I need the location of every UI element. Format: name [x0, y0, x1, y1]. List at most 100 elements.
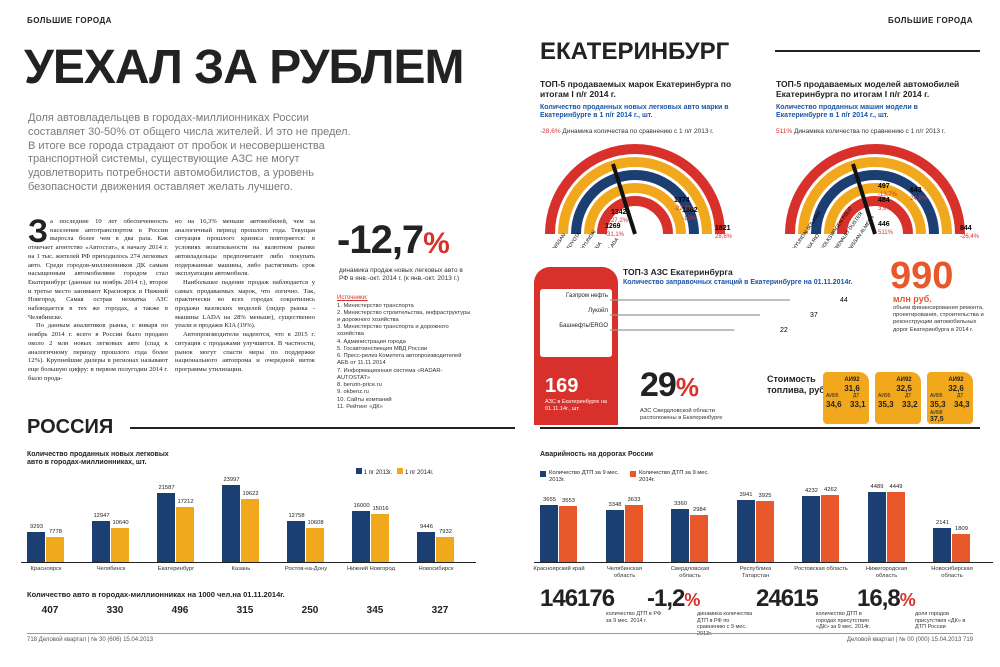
russia-kpi-caption: количество ДТП в РФ за 9 мес. 2014 г.: [606, 611, 662, 624]
per1000-value: 327: [431, 605, 449, 616]
azs-subtitle: Количество заправочных станций в Екатери…: [623, 279, 853, 286]
arc-pct: 24,9%: [910, 196, 928, 202]
bar-value: 3941: [739, 492, 753, 499]
arc-value: 1269: [605, 223, 621, 230]
bar-value: 21587: [158, 484, 175, 491]
bar-value: 3633: [627, 497, 641, 504]
bar-value: 2984: [693, 507, 706, 514]
category-label: Казань: [231, 566, 251, 572]
bar-value: 7932: [439, 528, 452, 535]
bar-2014: [306, 528, 324, 562]
source-item: 11. Рейтинг «ДК»: [337, 403, 383, 410]
bar-2014: [690, 515, 708, 562]
article-text-1b: По данным аналитиков рынка, с января по …: [28, 322, 168, 382]
russia-kpi-value: -1,2%: [647, 585, 700, 613]
bar-value: 17212: [177, 498, 194, 505]
sources-title: Источники:: [337, 295, 368, 301]
fuel-price-left: 35,3: [930, 400, 946, 409]
footer-rule: [27, 633, 973, 634]
russia-title: РОССИЯ: [27, 416, 114, 438]
bar-2013: [867, 491, 886, 562]
bar-2013: [671, 509, 689, 562]
arc-0: [785, 144, 965, 235]
arc-1: [798, 157, 952, 235]
arc-pct: 511%: [878, 230, 894, 236]
source-item: 6. Пресс-релиз Комитета автопроизводител…: [337, 353, 462, 367]
arc-value: 643: [910, 187, 922, 194]
bar-value: 10608: [307, 520, 324, 527]
bar-2013: [287, 521, 305, 562]
arc-2: [811, 170, 939, 235]
russia-rule-right: [540, 427, 980, 429]
bar-value: 4232: [805, 487, 818, 494]
bar-2014: [111, 527, 129, 562]
category-label: Нижний Новгород: [347, 566, 395, 572]
fuel-label: ДТ: [957, 393, 964, 399]
bar-2014: [176, 506, 194, 562]
dropcap: З: [28, 213, 49, 249]
bar-value: 10640: [112, 519, 129, 526]
bar-value: 12758: [288, 513, 305, 520]
per1000-title: Количество авто в городах-миллионниках н…: [27, 590, 285, 599]
fuel-price: 32,6: [948, 384, 964, 393]
bar-value: 19622: [242, 491, 259, 498]
repair-caption: объем финансирования ремонта, проектиров…: [893, 305, 984, 333]
russia-kpi-caption: доля городов присутствия «ДК» в ДТП Росс…: [915, 611, 966, 631]
azs-list: [540, 289, 612, 357]
fuel-label: АИ95: [878, 393, 891, 399]
kpi-main-caption: динамика продаж новых легковых авто в РФ…: [339, 267, 463, 283]
models-subtitle: Количество проданных машин модели в Екат…: [776, 104, 918, 120]
bar-value: 3348: [608, 501, 622, 508]
bar-2013: [92, 520, 110, 562]
arc-value: 1342: [611, 209, 627, 216]
source-item: 8. benzin-price.ru: [337, 382, 382, 389]
bar-value: 4262: [824, 487, 837, 494]
arc-pct: -26,4%: [960, 234, 980, 240]
article-text-2b: Наибольшее падение продаж наблюдается у …: [175, 278, 315, 330]
arc-pct: 27,2%: [611, 218, 629, 224]
chart2-legend-2013: Количество ДТП за 9 мес. 2013г.: [540, 470, 620, 484]
bar-2014: [559, 506, 577, 562]
bar-2013: [157, 492, 175, 562]
brands-title: ТОП-5 продаваемых марок Екатеринбурга по…: [540, 79, 732, 99]
bar-value: 3360: [674, 501, 687, 508]
bar-value: 2141: [936, 520, 949, 527]
repair-unit: млн руб.: [893, 294, 932, 304]
arc-4: [837, 196, 913, 235]
azs-item-value: 22: [780, 327, 788, 334]
kpi-main: -12,7%: [337, 218, 450, 262]
arc-pct: 28,6%: [715, 234, 733, 240]
fuel-can: [927, 372, 973, 424]
chart-baseline: [534, 562, 993, 563]
bar-2013: [222, 485, 240, 562]
article-text-2c: Автопроизводители надеются, что в 2015 г…: [175, 331, 315, 373]
azs-total-caption: АЗС в Екатеринбурге на 01.11.14г., шт.: [545, 399, 607, 412]
gauge-needle: [611, 163, 637, 235]
repair-value: 990: [890, 255, 954, 297]
source-item: 1. Министерство транспорта: [337, 302, 414, 309]
category-label: Челябинская область: [606, 566, 643, 579]
azs-share: 29%: [640, 366, 699, 404]
arc-pct: -31,1%: [605, 232, 625, 238]
bar-2014: [241, 499, 259, 562]
category-label: Ростовская область: [794, 566, 848, 572]
bar-value: 9446: [420, 523, 433, 530]
fuel-label: ДТ: [853, 393, 860, 399]
arc-3: [584, 183, 686, 235]
azs-item-value: 37: [810, 312, 818, 319]
source-item: 7. Информационная система «RADAR-AUTOSTA…: [337, 367, 443, 381]
azs-share-caption: АЗС Свердловской области расположены в Е…: [640, 408, 723, 422]
bar-value: 3553: [562, 498, 575, 505]
bar-2013: [417, 531, 435, 562]
azs-title: ТОП-3 АЗС Екатеринбурга: [623, 267, 733, 277]
arc-1: [558, 157, 712, 235]
section-label-right: БОЛЬШИЕ ГОРОДА: [888, 16, 973, 25]
arc-3: [824, 183, 926, 235]
kpi-number: 24615: [756, 585, 819, 612]
per1000-value: 345: [366, 605, 384, 616]
fuel-price-right: 33,1: [850, 400, 866, 409]
chart2-legend-2014: Количество ДТП за 9 мес. 2014г.: [630, 470, 710, 484]
bar-value: 4449: [889, 484, 903, 491]
section-label-left: БОЛЬШИЕ ГОРОДА: [27, 16, 112, 25]
chart-baseline: [21, 562, 476, 563]
